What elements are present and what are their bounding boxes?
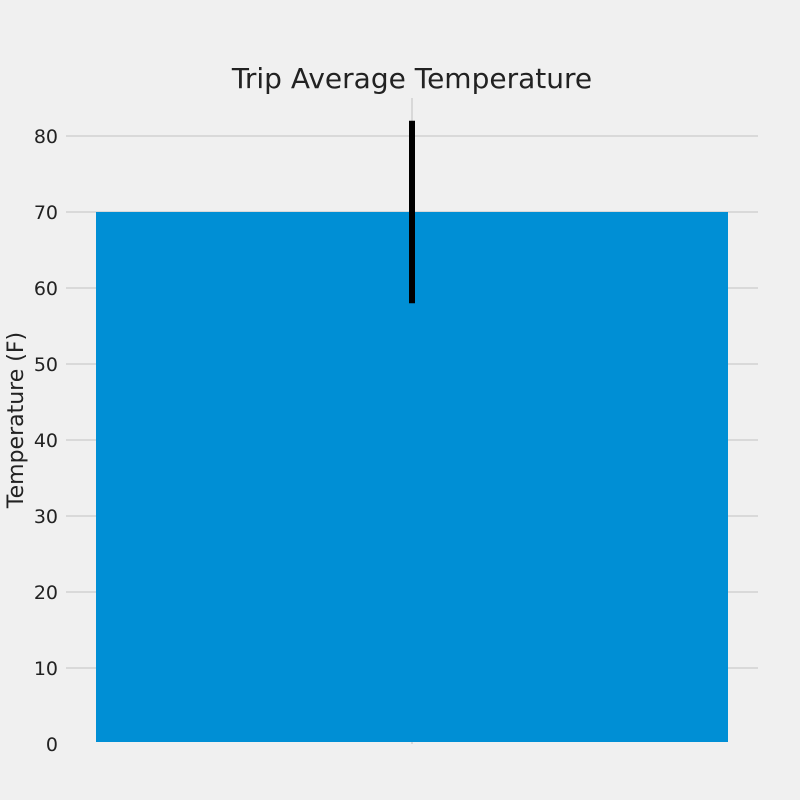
y-axis-label: Temperature (F) (4, 332, 29, 509)
y-tick-label-70: 70 (34, 202, 58, 224)
y-tick-label-60: 60 (34, 278, 58, 300)
y-tick-label-50: 50 (34, 354, 58, 376)
y-tick-label-30: 30 (34, 506, 58, 528)
y-tick-label-20: 20 (34, 582, 58, 604)
y-tick-label-40: 40 (34, 430, 58, 452)
y-tick-label-0: 0 (46, 734, 58, 756)
chart-title: Trip Average Temperature (231, 62, 592, 95)
y-tick-labels: 0 10 20 30 40 50 60 70 80 (34, 126, 58, 756)
y-tick-label-10: 10 (34, 658, 58, 680)
y-tick-label-80: 80 (34, 126, 58, 148)
